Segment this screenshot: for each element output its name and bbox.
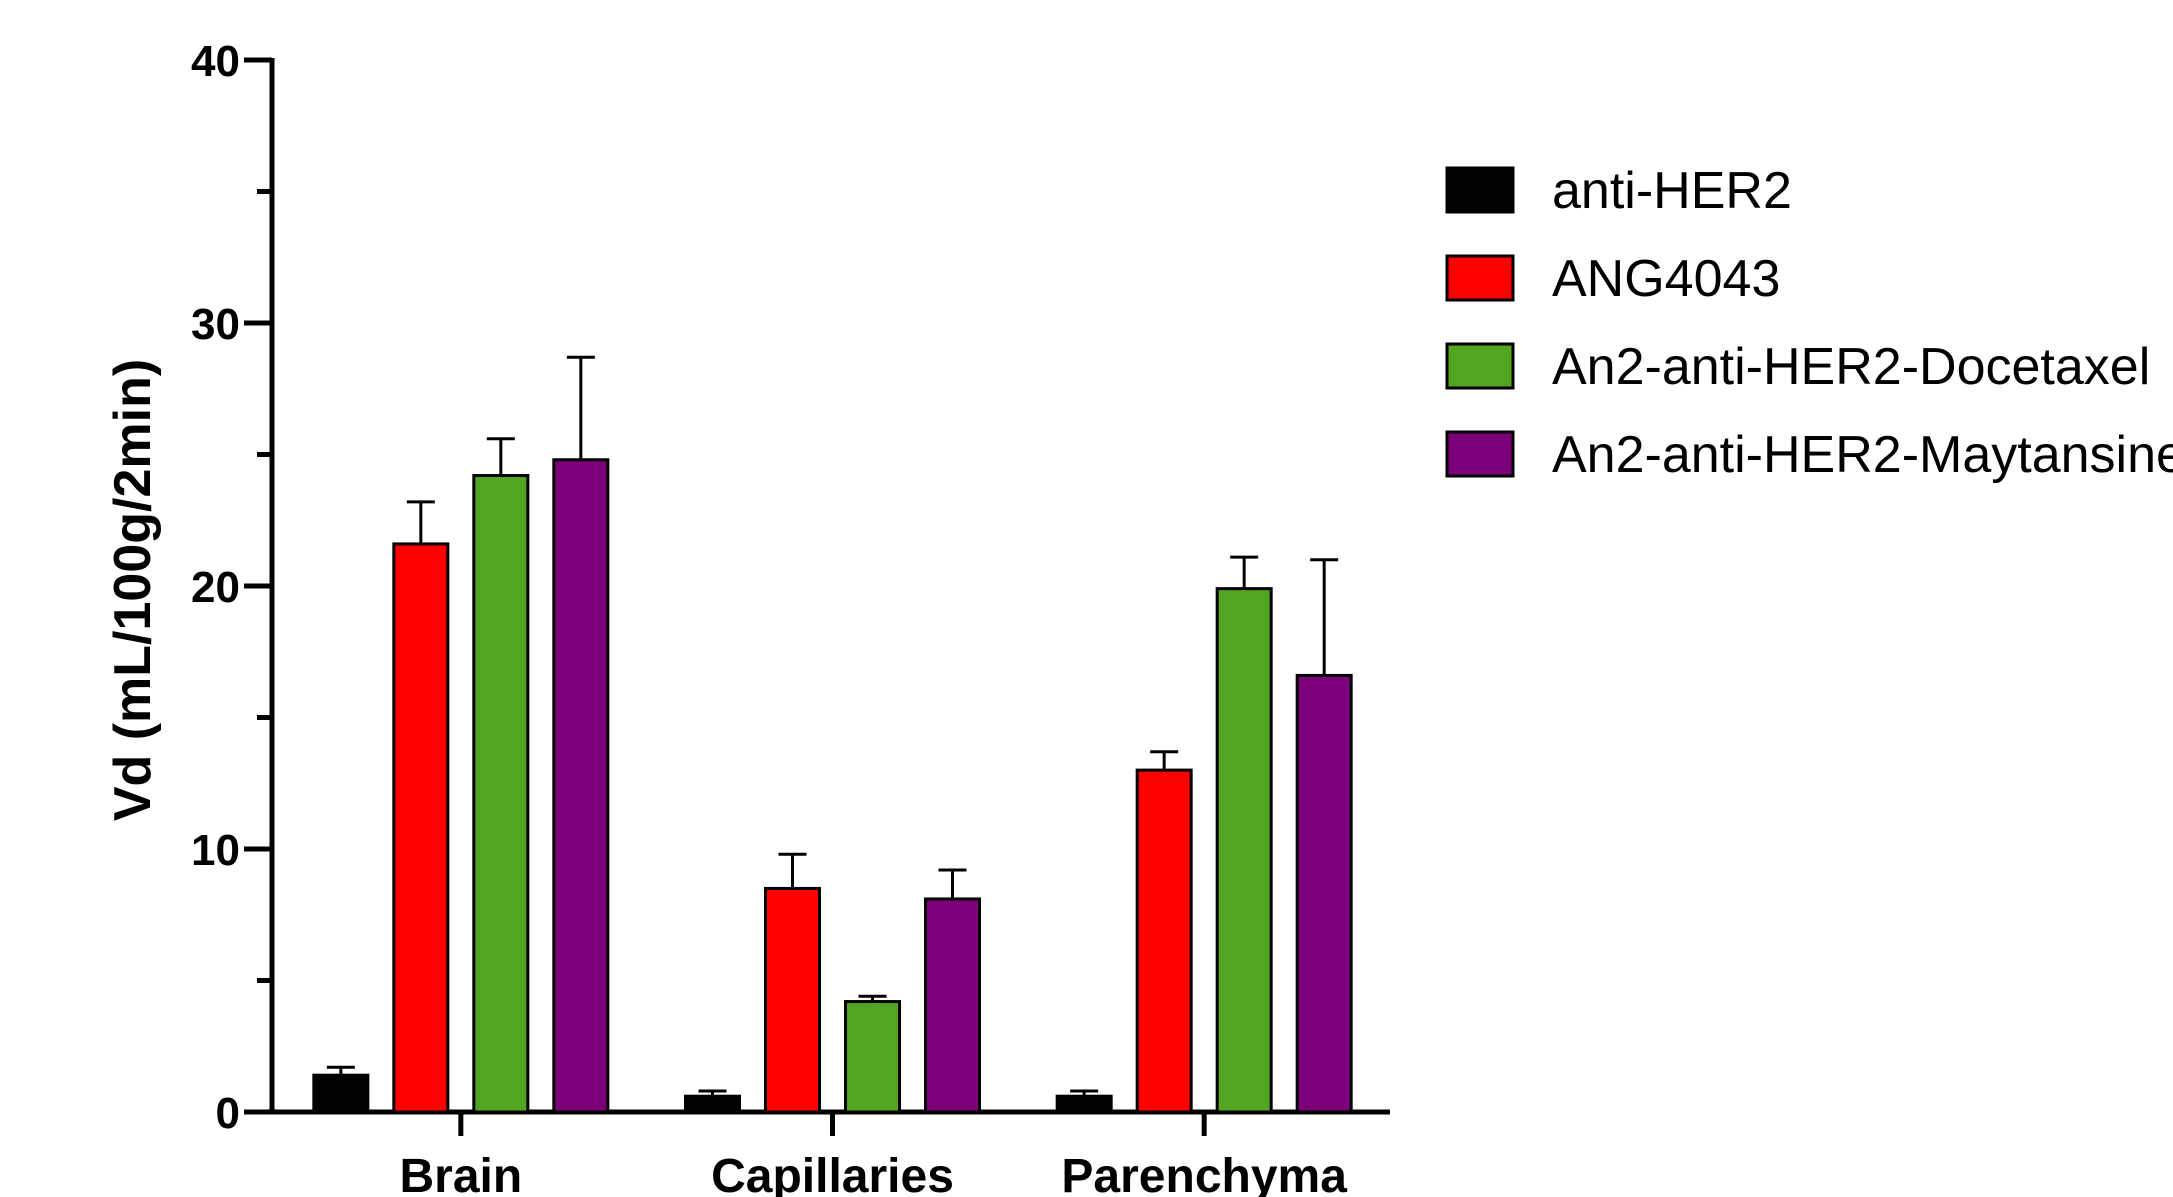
bar (764, 886, 821, 1114)
plot-area: 0 10 20 30 40 Brain Capillaries Parenchyma (191, 37, 1390, 1197)
y-tick-label: 10 (191, 826, 240, 875)
legend-swatch (1445, 342, 1515, 390)
legend-swatch (1445, 166, 1515, 214)
bar (312, 1073, 370, 1114)
legend-label: An2-anti-HER2-Docetaxel (1552, 338, 2150, 396)
y-tick-label: 20 (191, 563, 240, 612)
legend-label: ANG4043 (1552, 250, 1780, 308)
y-tick-label: 0 (216, 1089, 240, 1138)
bar (684, 1094, 741, 1114)
y-axis-title: Vd (mL/100g/2min) (104, 359, 162, 821)
bar (1055, 1094, 1113, 1114)
legend-swatch (1445, 254, 1515, 302)
bar (472, 474, 530, 1114)
bar (392, 542, 450, 1114)
bar (1215, 587, 1273, 1114)
bar (552, 458, 610, 1114)
y-tick-label: 40 (191, 37, 240, 86)
category-label: Parenchyma (1061, 1150, 1347, 1197)
bar (1295, 673, 1353, 1114)
bar (1135, 768, 1193, 1114)
bar (924, 897, 981, 1114)
y-tick-label: 30 (191, 300, 240, 349)
bar (844, 1000, 901, 1114)
legend-swatch (1445, 430, 1515, 478)
category-label: Capillaries (711, 1150, 954, 1197)
legend-label: anti-HER2 (1552, 162, 1792, 220)
category-label: Brain (399, 1150, 522, 1197)
legend: anti-HER2 ANG4043 An2-anti-HER2-Docetaxel A… (1445, 162, 2173, 484)
legend-label: An2-anti-HER2-Maytansine (1552, 426, 2173, 484)
